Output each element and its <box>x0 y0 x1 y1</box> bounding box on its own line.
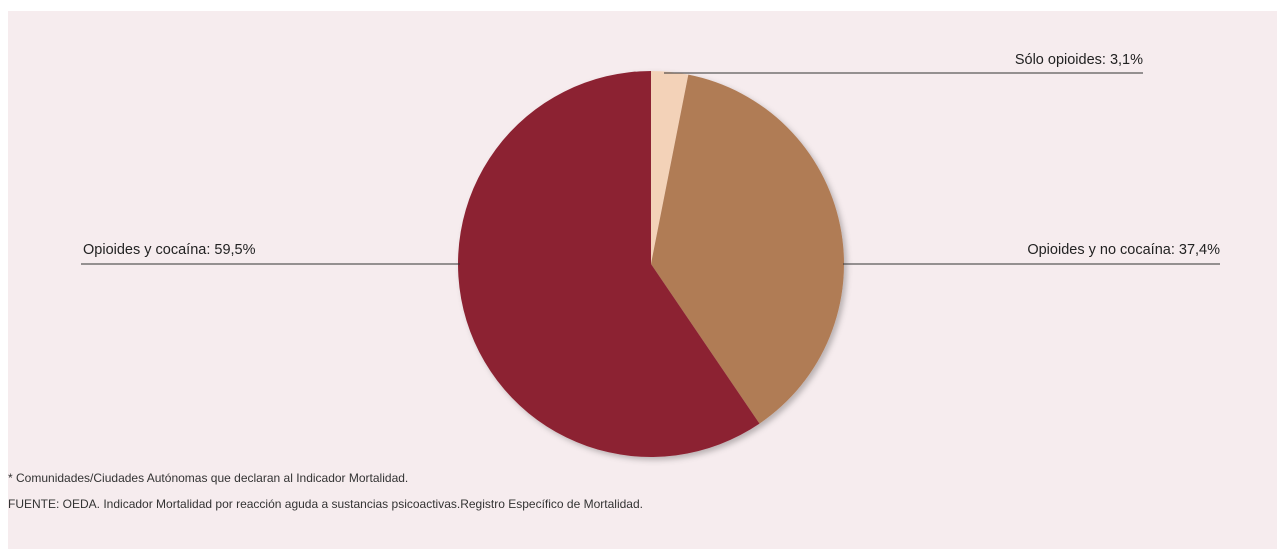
pie-chart: Sólo opioides: 3,1% Opioides y no cocaín… <box>81 52 1220 458</box>
pie-slice-solo-opioides <box>651 71 689 264</box>
footnote: * Comunidades/Ciudades Autónomas que dec… <box>8 471 409 485</box>
pie-slice-opioides-cocaina <box>458 71 760 458</box>
slice-label-opioides-no-cocaina: Opioides y no cocaína: 37,4% <box>1027 242 1220 258</box>
source-note: FUENTE: OEDA. Indicador Mortalidad por r… <box>8 497 643 511</box>
slice-label-solo-opioides: Sólo opioides: 3,1% <box>1015 52 1143 68</box>
chart-panel: Sólo opioides: 3,1% Opioides y no cocaín… <box>8 11 1277 549</box>
slice-label-opioides-cocaina: Opioides y cocaína: 59,5% <box>83 242 256 258</box>
pie-slice-opioides-no-cocaina <box>651 74 845 424</box>
